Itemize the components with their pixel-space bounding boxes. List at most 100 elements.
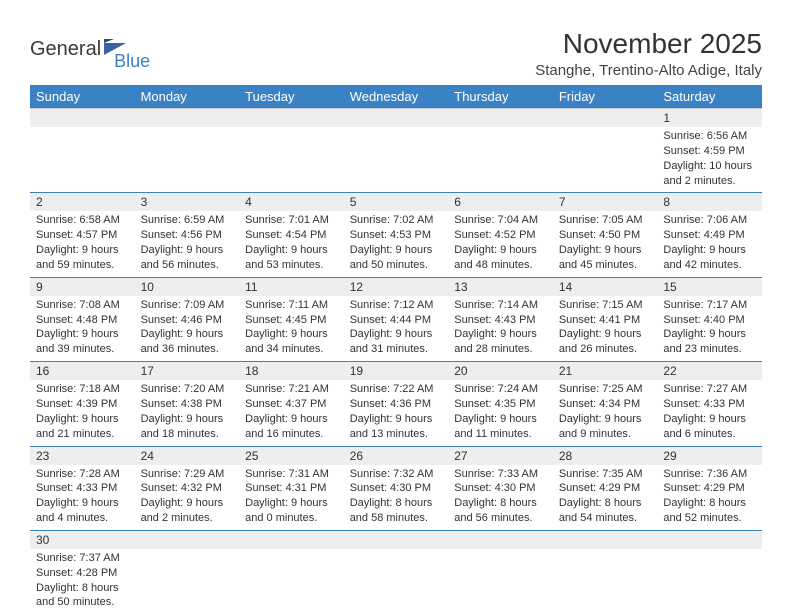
daylight-text: Daylight: 9 hours and 50 minutes. [350, 243, 443, 273]
sunset-text: Sunset: 4:57 PM [36, 228, 129, 243]
day-info-cell: Sunrise: 7:11 AMSunset: 4:45 PMDaylight:… [239, 296, 344, 362]
sunset-text: Sunset: 4:46 PM [141, 313, 234, 328]
day-number-cell: 26 [344, 446, 449, 465]
daylight-text: Daylight: 9 hours and 6 minutes. [663, 412, 756, 442]
sunset-text: Sunset: 4:41 PM [559, 313, 652, 328]
page-header: General Blue November 2025 Stanghe, Tren… [30, 28, 762, 79]
day-info-cell [448, 549, 553, 614]
sunrise-text: Sunrise: 7:31 AM [245, 467, 338, 482]
day-number-cell [657, 530, 762, 549]
daylight-text: Daylight: 9 hours and 48 minutes. [454, 243, 547, 273]
day-number-cell: 9 [30, 277, 135, 296]
day-info-cell: Sunrise: 7:17 AMSunset: 4:40 PMDaylight:… [657, 296, 762, 362]
sunrise-text: Sunrise: 7:12 AM [350, 298, 443, 313]
day-info-cell [344, 127, 449, 193]
daylight-text: Daylight: 9 hours and 9 minutes. [559, 412, 652, 442]
sunset-text: Sunset: 4:33 PM [663, 397, 756, 412]
sunrise-text: Sunrise: 7:05 AM [559, 213, 652, 228]
sunrise-text: Sunrise: 7:21 AM [245, 382, 338, 397]
sunset-text: Sunset: 4:54 PM [245, 228, 338, 243]
day-info-cell: Sunrise: 7:36 AMSunset: 4:29 PMDaylight:… [657, 465, 762, 531]
sunrise-text: Sunrise: 7:09 AM [141, 298, 234, 313]
logo-text-blue: Blue [114, 51, 150, 72]
daylight-text: Daylight: 9 hours and 18 minutes. [141, 412, 234, 442]
daylight-text: Daylight: 8 hours and 52 minutes. [663, 496, 756, 526]
day-info-cell: Sunrise: 7:05 AMSunset: 4:50 PMDaylight:… [553, 211, 658, 277]
sunrise-text: Sunrise: 7:17 AM [663, 298, 756, 313]
day-number-cell: 2 [30, 193, 135, 212]
day-header-tuesday: Tuesday [239, 85, 344, 109]
day-info-cell: Sunrise: 7:21 AMSunset: 4:37 PMDaylight:… [239, 380, 344, 446]
sunrise-text: Sunrise: 7:35 AM [559, 467, 652, 482]
sunset-text: Sunset: 4:43 PM [454, 313, 547, 328]
sunrise-text: Sunrise: 7:24 AM [454, 382, 547, 397]
day-info-cell: Sunrise: 7:37 AMSunset: 4:28 PMDaylight:… [30, 549, 135, 614]
day-info-cell: Sunrise: 6:58 AMSunset: 4:57 PMDaylight:… [30, 211, 135, 277]
daylight-text: Daylight: 9 hours and 26 minutes. [559, 327, 652, 357]
daylight-text: Daylight: 9 hours and 45 minutes. [559, 243, 652, 273]
daylight-text: Daylight: 9 hours and 0 minutes. [245, 496, 338, 526]
sunset-text: Sunset: 4:35 PM [454, 397, 547, 412]
day-number-cell: 1 [657, 109, 762, 128]
day-number-cell: 19 [344, 362, 449, 381]
day-header-friday: Friday [553, 85, 658, 109]
sunrise-text: Sunrise: 7:11 AM [245, 298, 338, 313]
sunrise-text: Sunrise: 7:32 AM [350, 467, 443, 482]
day-info-cell: Sunrise: 7:04 AMSunset: 4:52 PMDaylight:… [448, 211, 553, 277]
day-header-monday: Monday [135, 85, 240, 109]
daylight-text: Daylight: 9 hours and 34 minutes. [245, 327, 338, 357]
daylight-text: Daylight: 9 hours and 28 minutes. [454, 327, 547, 357]
day-header-saturday: Saturday [657, 85, 762, 109]
info-row: Sunrise: 7:28 AMSunset: 4:33 PM Daylight:… [30, 465, 762, 531]
logo-text-general: General [30, 38, 101, 61]
location-text: Stanghe, Trentino-Alto Adige, Italy [535, 62, 762, 79]
day-number-cell: 14 [553, 277, 658, 296]
day-number-cell: 5 [344, 193, 449, 212]
day-number-cell: 28 [553, 446, 658, 465]
day-number-cell: 20 [448, 362, 553, 381]
sunset-text: Sunset: 4:33 PM [36, 481, 129, 496]
day-number-cell [344, 109, 449, 128]
sunset-text: Sunset: 4:31 PM [245, 481, 338, 496]
day-header-wednesday: Wednesday [344, 85, 449, 109]
day-number-cell: 4 [239, 193, 344, 212]
day-number-cell [553, 109, 658, 128]
sunrise-text: Sunrise: 7:08 AM [36, 298, 129, 313]
daynum-row: 2345678 [30, 193, 762, 212]
info-row: Sunrise: 6:58 AMSunset: 4:57 PMDaylight:… [30, 211, 762, 277]
sunrise-text: Sunrise: 7:20 AM [141, 382, 234, 397]
day-info-cell [30, 127, 135, 193]
sunset-text: Sunset: 4:40 PM [663, 313, 756, 328]
day-number-cell [239, 530, 344, 549]
daylight-text: Daylight: 9 hours and 16 minutes. [245, 412, 338, 442]
day-info-cell: Sunrise: 7:35 AMSunset: 4:29 PMDaylight:… [553, 465, 658, 531]
info-row: Sunrise: 7:18 AMSunset: 4:39 PMDaylight:… [30, 380, 762, 446]
day-info-cell: Sunrise: 7:31 AMSunset: 4:31 PMDaylight:… [239, 465, 344, 531]
day-info-cell [657, 549, 762, 614]
sunset-text: Sunset: 4:56 PM [141, 228, 234, 243]
sunrise-text: Sunrise: 7:25 AM [559, 382, 652, 397]
daynum-row: 30 [30, 530, 762, 549]
day-header-thursday: Thursday [448, 85, 553, 109]
day-info-cell [135, 127, 240, 193]
logo: General Blue [30, 28, 168, 61]
calendar-table: Sunday Monday Tuesday Wednesday Thursday… [30, 85, 762, 614]
day-number-cell: 15 [657, 277, 762, 296]
sunset-text: Sunset: 4:39 PM [36, 397, 129, 412]
sunrise-text: Sunrise: 7:02 AM [350, 213, 443, 228]
sunset-text: Sunset: 4:28 PM [36, 566, 129, 581]
day-number-cell: 24 [135, 446, 240, 465]
daylight-text: Daylight: 8 hours and 56 minutes. [454, 496, 547, 526]
day-info-cell [448, 127, 553, 193]
day-number-cell [448, 109, 553, 128]
day-number-cell: 22 [657, 362, 762, 381]
day-info-cell: Sunrise: 7:32 AMSunset: 4:30 PMDaylight:… [344, 465, 449, 531]
day-number-cell: 8 [657, 193, 762, 212]
day-number-cell: 25 [239, 446, 344, 465]
sunset-text: Sunset: 4:37 PM [245, 397, 338, 412]
daylight-text: Daylight: 9 hours and 31 minutes. [350, 327, 443, 357]
sunrise-text: Sunrise: 7:28 AM [36, 467, 129, 482]
daylight-text: Daylight: 9 hours and 56 minutes. [141, 243, 234, 273]
day-info-cell [239, 549, 344, 614]
sunset-text: Sunset: 4:44 PM [350, 313, 443, 328]
